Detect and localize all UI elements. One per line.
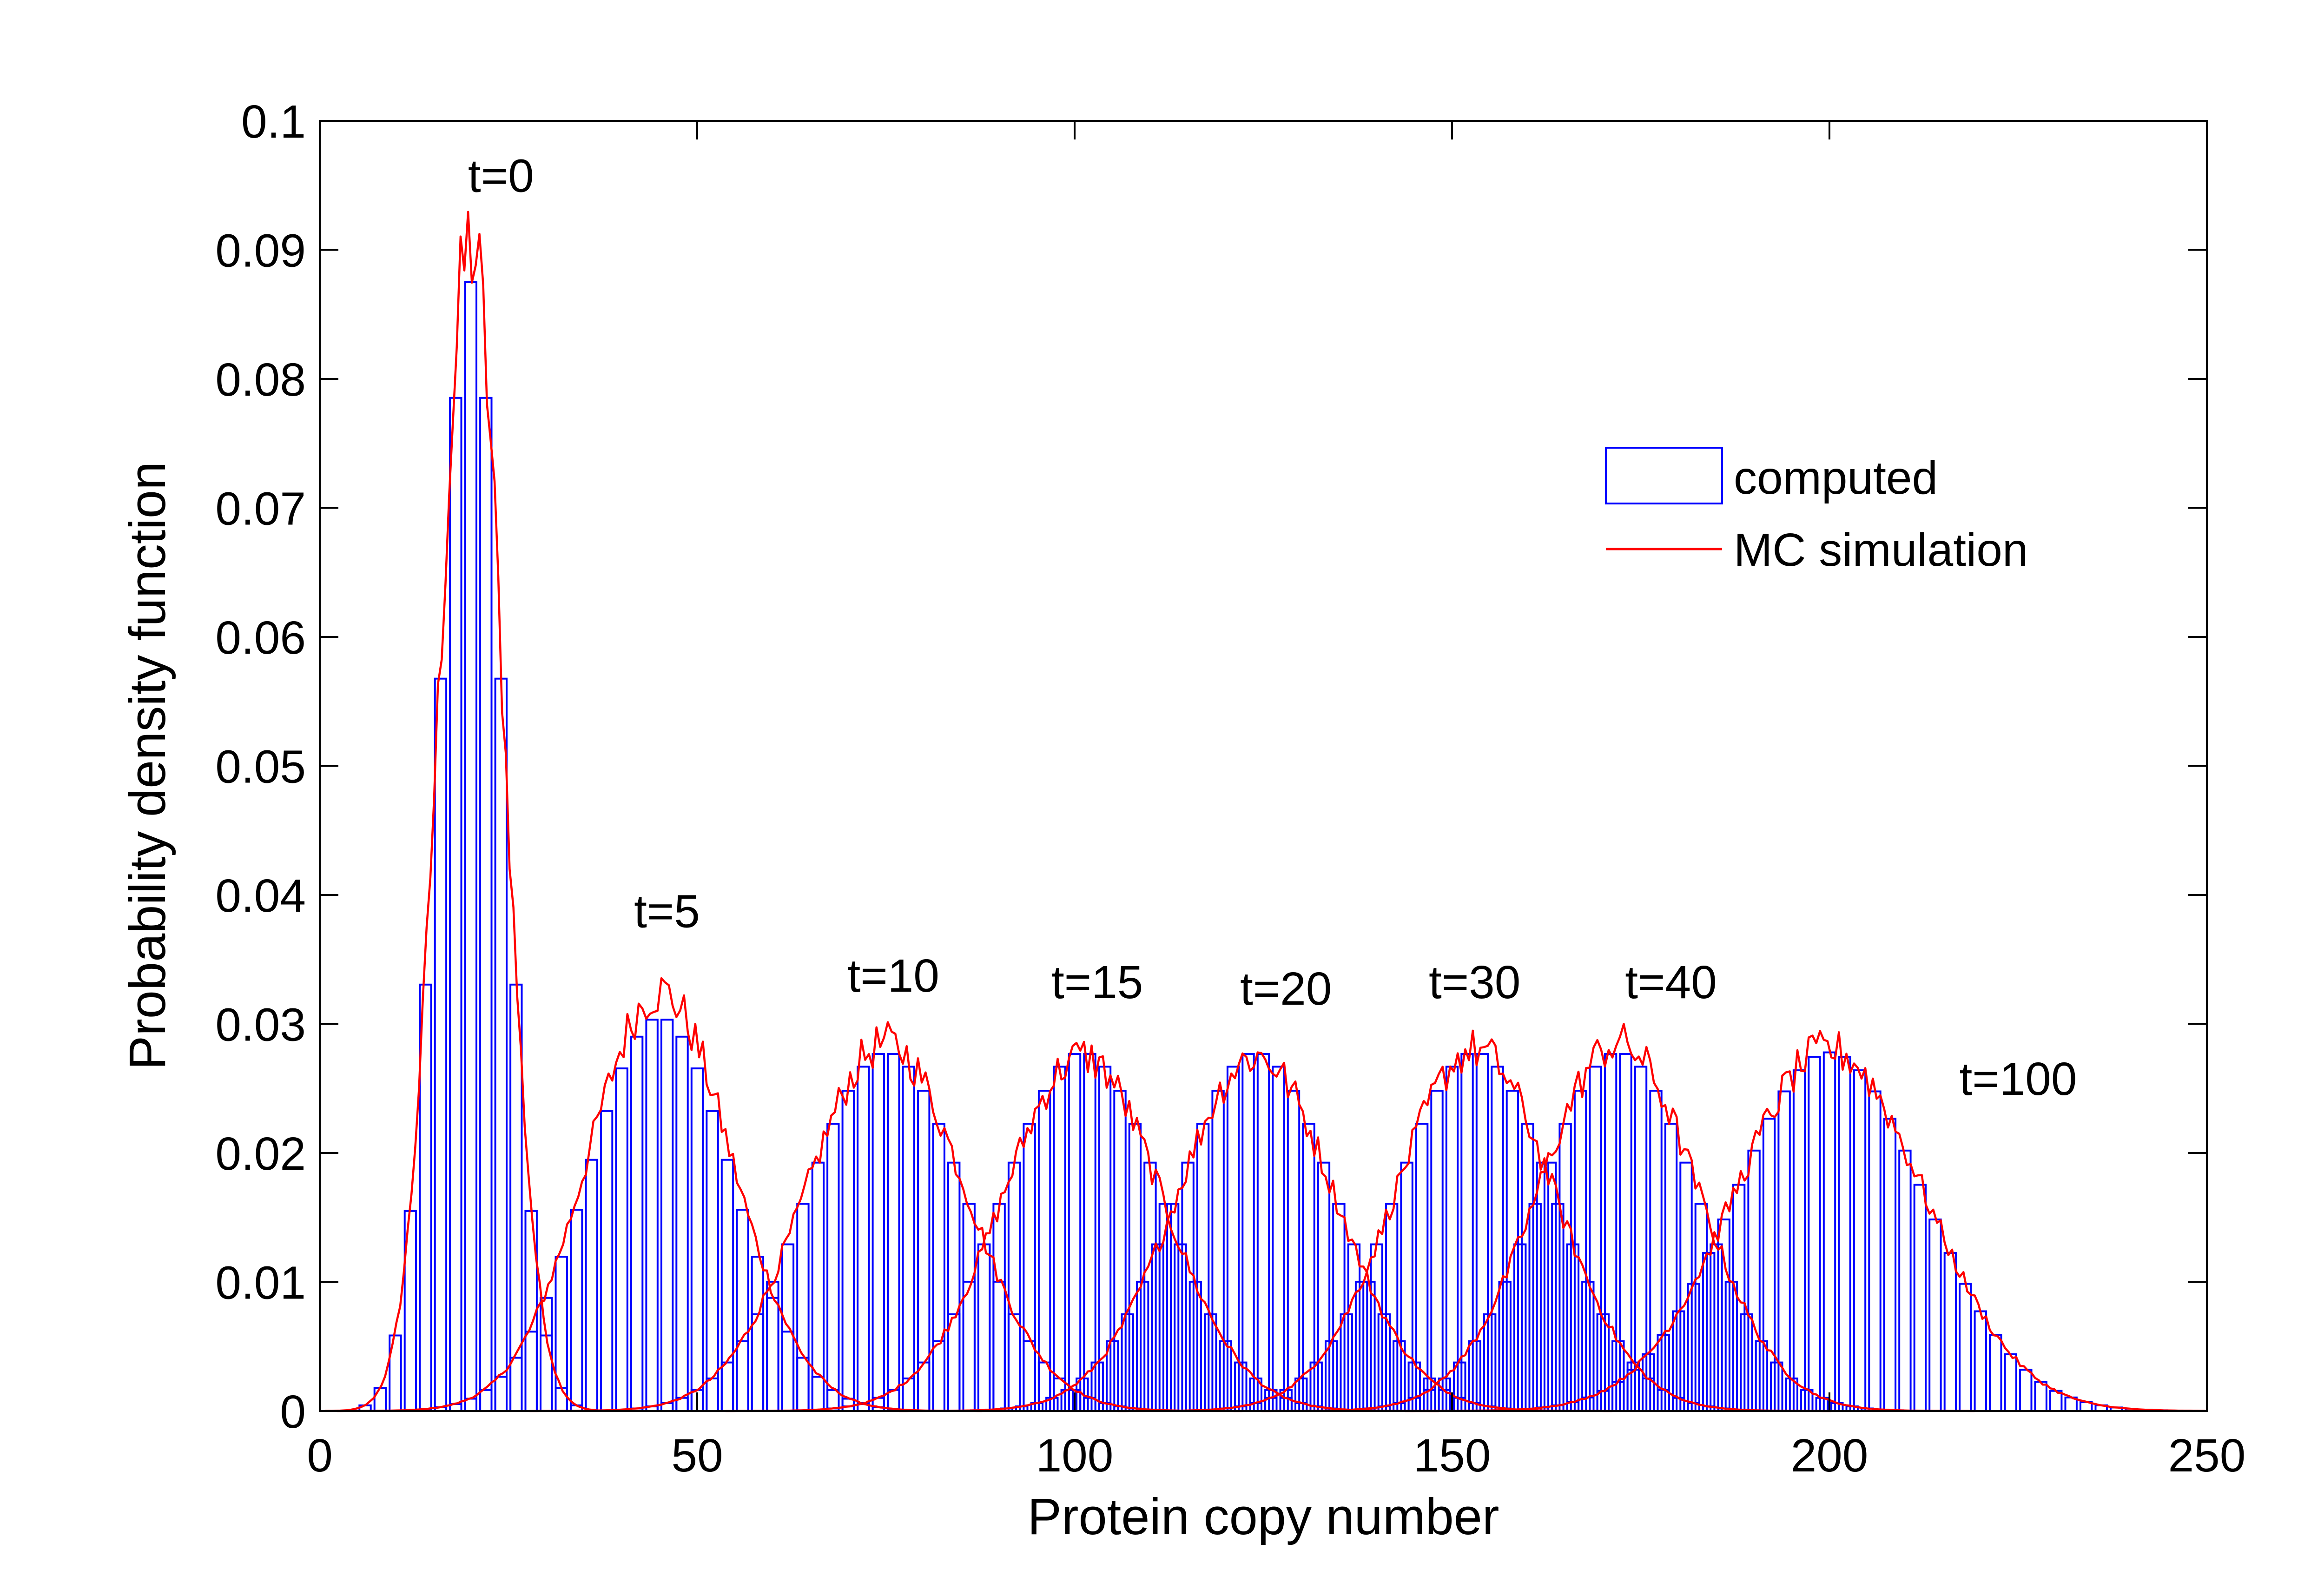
x-tick-label: 0 xyxy=(307,1430,333,1482)
legend-label-mc-simulation: MC simulation xyxy=(1734,524,2028,576)
y-axis-label: Probability density function xyxy=(119,462,176,1070)
mc-line-t=20 xyxy=(899,1051,1613,1412)
y-tick-label: 0 xyxy=(280,1386,306,1438)
mc-line-t=100 xyxy=(1405,1030,2205,1412)
mc-line-t=10 xyxy=(529,1021,1243,1412)
y-tick-label: 0.05 xyxy=(215,741,306,793)
series-labels: t=0 t=5 t=10 t=15 t=20 t=30 t=40 t=100 xyxy=(468,150,2077,1106)
y-tick-label: 0.1 xyxy=(241,96,306,148)
x-tick-label: 100 xyxy=(1036,1430,1114,1482)
series-label-t=5: t=5 xyxy=(634,885,700,937)
x-tick-label: 200 xyxy=(1791,1430,1868,1482)
series-label-t=15: t=15 xyxy=(1051,956,1143,1008)
series-label-t=40: t=40 xyxy=(1625,956,1717,1008)
legend-label-computed: computed xyxy=(1734,452,1938,504)
mc-line-t=0 xyxy=(324,211,615,1412)
y-tick-label: 0.01 xyxy=(215,1257,306,1309)
axis-ticks: 0 50 100 150 200 250 0 0.01 0.02 0.03 0.04 0.05 0.06… xyxy=(215,96,2245,1482)
y-tick-label: 0.08 xyxy=(215,354,306,406)
y-tick-label: 0.02 xyxy=(215,1128,306,1180)
mc-line-t=5 xyxy=(337,977,983,1412)
mc-line-t=15 xyxy=(725,1040,1439,1412)
y-tick-label: 0.07 xyxy=(215,483,306,535)
mc-line-t=30 xyxy=(1118,1029,1832,1412)
y-tick-label: 0.09 xyxy=(215,225,306,277)
series-label-t=0: t=0 xyxy=(468,150,534,202)
series-label-t=20: t=20 xyxy=(1240,963,1332,1015)
x-tick-label: 150 xyxy=(1413,1430,1491,1482)
mc-simulation-lines xyxy=(324,211,2205,1412)
y-tick-label: 0.06 xyxy=(215,612,306,664)
series-label-t=30: t=30 xyxy=(1429,956,1520,1008)
mc-line-t=40 xyxy=(1261,1023,1975,1412)
series-label-t=100: t=100 xyxy=(1959,1053,2077,1105)
legend-swatch-computed xyxy=(1605,447,1723,504)
x-tick-label: 50 xyxy=(671,1430,723,1482)
plot-area xyxy=(320,121,2207,1411)
y-tick-label: 0.03 xyxy=(215,999,306,1051)
legend: computed MC simulation xyxy=(1605,447,2028,576)
x-tick-label: 250 xyxy=(2168,1430,2246,1482)
x-axis-label: Protein copy number xyxy=(1028,1488,1499,1545)
series-label-t=10: t=10 xyxy=(847,950,939,1002)
y-tick-label: 0.04 xyxy=(215,870,306,922)
